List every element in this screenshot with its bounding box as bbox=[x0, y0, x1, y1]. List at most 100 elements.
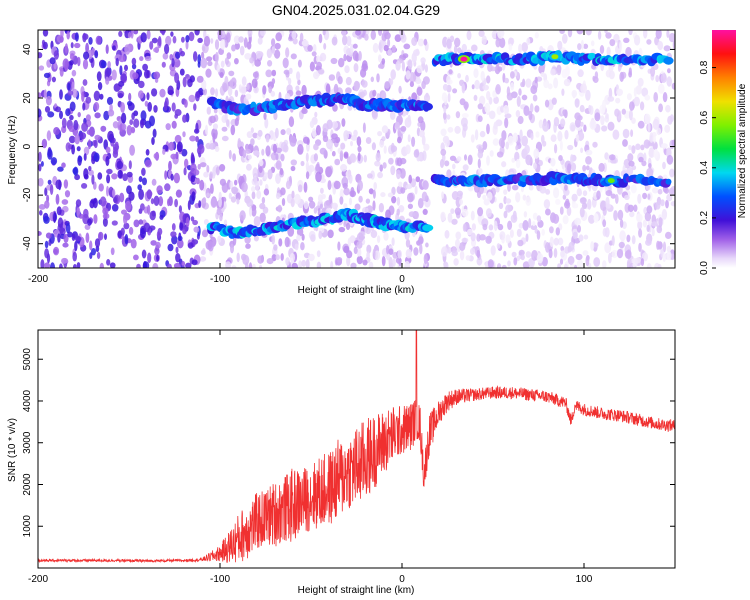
noise-blob bbox=[68, 135, 76, 144]
noise-blob bbox=[493, 121, 498, 130]
noise-blob bbox=[50, 157, 58, 166]
noise-blob bbox=[361, 80, 368, 88]
noise-blob bbox=[643, 30, 648, 39]
noise-blob bbox=[374, 250, 381, 261]
noise-blob bbox=[478, 145, 482, 153]
noise-blob bbox=[273, 112, 278, 120]
noise-blob bbox=[533, 148, 540, 159]
noise-blob bbox=[497, 66, 503, 72]
noise-blob bbox=[509, 229, 514, 238]
noise-blob bbox=[74, 32, 79, 42]
noise-blob bbox=[221, 135, 229, 142]
noise-blob bbox=[93, 101, 100, 111]
noise-blob bbox=[225, 261, 232, 268]
noise-blob bbox=[333, 180, 341, 190]
noise-blob bbox=[611, 235, 615, 246]
noise-blob bbox=[144, 159, 152, 168]
noise-blob bbox=[277, 204, 282, 213]
noise-blob bbox=[382, 162, 387, 169]
noise-blob bbox=[452, 169, 456, 177]
noise-blob bbox=[597, 30, 602, 40]
noise-blob bbox=[342, 35, 348, 46]
noise-blob bbox=[464, 103, 468, 111]
noise-blob bbox=[244, 53, 252, 60]
noise-blob bbox=[405, 248, 412, 259]
noise-blob bbox=[601, 125, 608, 132]
noise-blob bbox=[140, 32, 147, 43]
noise-blob bbox=[613, 33, 620, 43]
noise-blob bbox=[208, 143, 216, 150]
noise-blob bbox=[210, 197, 217, 209]
noise-blob bbox=[604, 30, 608, 34]
noise-blob bbox=[353, 80, 360, 92]
noise-blob bbox=[523, 211, 528, 218]
heatmap-y-axis-label: Frequency (Hz) bbox=[7, 116, 18, 185]
noise-blob bbox=[340, 164, 348, 172]
noise-blob bbox=[105, 155, 110, 167]
noise-blob bbox=[85, 232, 90, 244]
noise-blob bbox=[507, 220, 513, 230]
noise-blob bbox=[44, 200, 50, 209]
noise-blob bbox=[585, 165, 590, 171]
noise-blob bbox=[345, 222, 351, 230]
noise-blob bbox=[665, 199, 669, 209]
noise-blob bbox=[265, 145, 271, 157]
noise-blob bbox=[296, 234, 301, 241]
noise-blob bbox=[488, 110, 496, 120]
noise-blob bbox=[549, 226, 554, 234]
noise-blob bbox=[133, 118, 140, 128]
noise-blob bbox=[626, 93, 632, 101]
noise-blob bbox=[309, 61, 315, 72]
noise-blob bbox=[152, 262, 159, 268]
noise-blob bbox=[87, 218, 92, 226]
noise-blob bbox=[439, 159, 445, 168]
noise-blob bbox=[536, 253, 544, 264]
noise-blob bbox=[83, 153, 87, 161]
noise-blob bbox=[574, 217, 582, 226]
noise-blob bbox=[604, 227, 610, 238]
noise-blob bbox=[165, 123, 171, 131]
noise-blob bbox=[389, 111, 396, 120]
colorbar-tick-label: 0.8 bbox=[699, 60, 710, 74]
noise-blob bbox=[53, 127, 60, 135]
noise-blob bbox=[271, 78, 276, 85]
noise-blob bbox=[241, 182, 248, 193]
noise-blob bbox=[455, 111, 461, 119]
noise-blob bbox=[213, 123, 218, 130]
noise-blob bbox=[290, 165, 296, 172]
colorbar-gradient bbox=[712, 30, 736, 268]
noise-blob bbox=[414, 211, 419, 220]
noise-blob bbox=[381, 91, 387, 101]
noise-blob bbox=[486, 191, 493, 201]
noise-blob bbox=[459, 250, 465, 261]
noise-blob bbox=[658, 83, 665, 94]
noise-blob bbox=[224, 57, 229, 65]
noise-blob bbox=[604, 242, 612, 254]
noise-blob bbox=[245, 148, 252, 154]
noise-blob bbox=[65, 142, 72, 152]
noise-blob bbox=[343, 153, 349, 159]
noise-blob bbox=[517, 239, 524, 247]
noise-blob bbox=[71, 233, 76, 241]
heatmap-y-tick-label: 0 bbox=[22, 143, 33, 149]
noise-blob bbox=[532, 221, 536, 227]
noise-blob bbox=[219, 164, 226, 172]
noise-blob bbox=[308, 196, 314, 202]
noise-blob bbox=[95, 35, 102, 45]
noise-blob bbox=[538, 119, 544, 129]
noise-blob bbox=[582, 190, 588, 197]
noise-blob bbox=[618, 241, 625, 249]
noise-blob bbox=[85, 42, 89, 54]
noise-blob bbox=[657, 40, 664, 51]
noise-blob bbox=[302, 106, 306, 114]
noise-blob bbox=[349, 197, 352, 206]
noise-blob bbox=[482, 84, 490, 91]
noise-blob bbox=[76, 146, 81, 152]
noise-blob bbox=[665, 104, 671, 113]
noise-blob bbox=[191, 191, 196, 202]
noise-blob bbox=[193, 103, 197, 111]
noise-blob bbox=[441, 191, 445, 199]
noise-blob bbox=[109, 262, 116, 268]
noise-blob bbox=[248, 262, 253, 268]
